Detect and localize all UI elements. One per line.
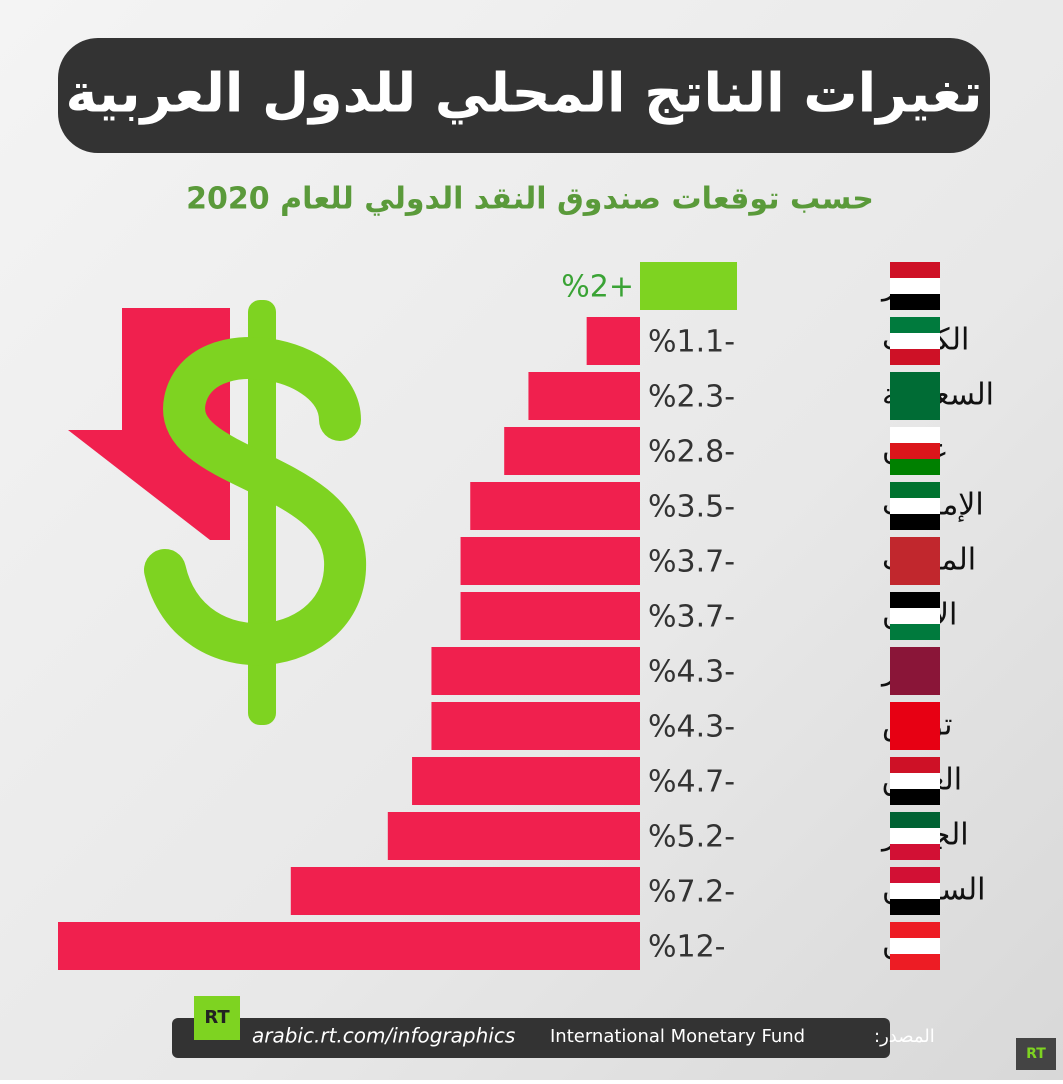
bar [460,537,640,585]
value-label: %4.3- [648,655,735,690]
flag-stripe [890,867,940,883]
flag-stripe [890,592,940,608]
flag [890,647,940,695]
flag-stripe [890,773,940,789]
flag-stripe [890,663,940,679]
bar [460,592,640,640]
flag-stripe [890,459,940,475]
flag [890,702,940,750]
bar [586,317,640,365]
value-label: %5.2- [648,820,735,855]
flag-stripe [890,262,940,278]
flag [890,372,940,420]
value-label: %4.7- [648,765,735,800]
value-label: %3.7- [648,545,735,580]
value-label: %2.8- [648,435,735,470]
bar [58,922,640,970]
flag-stripe [890,514,940,530]
flag-stripe [890,938,940,954]
flag-stripe [890,333,940,349]
flag-stripe [890,954,940,970]
footer-bar [172,1018,890,1058]
corner-logo: RT [1026,1046,1046,1062]
bar [640,262,737,310]
flag-stripe [890,789,940,805]
flag [890,317,940,365]
bar [412,757,640,805]
bar [528,372,640,420]
footer-source: International Monetary Fund [550,1026,805,1047]
flag-stripe [890,844,940,860]
flag-stripe [890,608,940,624]
flag-stripe [890,647,940,663]
flag-stripe [890,624,940,640]
flag [890,592,940,640]
footer-source-label: المصدر: [874,1026,935,1047]
flag-stripe [890,372,940,388]
flag-stripe [890,294,940,310]
flag [890,757,940,805]
flag-stripe [890,922,940,938]
flag [890,922,940,970]
corner-logo-box [1016,1038,1056,1070]
flag [890,262,940,310]
footer-url: arabic.rt.com/infographics [252,1024,515,1048]
flag [890,812,940,860]
value-label: %7.2- [648,875,735,910]
value-label: %12- [648,930,726,965]
value-label: %2+ [561,270,634,305]
flag-stripe [890,427,940,443]
chart-subtitle: حسب توقعات صندوق النقد الدولي للعام 2020 [186,182,874,217]
bar [431,647,640,695]
flag-stripe [890,278,940,294]
flag-stripe [890,679,940,695]
flag-stripe [890,718,940,734]
dollar-sign [144,300,367,725]
footer-logo-box [194,996,240,1040]
flag-stripe [890,569,940,585]
flag-stripe [890,757,940,773]
flag [890,867,940,915]
value-label: %4.3- [648,710,735,745]
flag-stripe [890,899,940,915]
flag-stripe [890,734,940,750]
flag-stripe [890,349,940,365]
bar [290,867,640,915]
flag-stripe [890,388,940,404]
flag-stripe [890,537,940,553]
bar [470,482,640,530]
flag [890,482,940,530]
value-label: %1.1- [648,325,735,360]
bar [387,812,640,860]
value-label: %3.7- [648,600,735,635]
flag-stripe [890,883,940,899]
flag-stripe [890,482,940,498]
flag-stripe [890,702,940,718]
flag-stripe [890,317,940,333]
title-box [58,38,990,153]
footer-logo: RT [204,1007,230,1028]
bar [504,427,640,475]
value-label: %3.5- [648,490,735,525]
flag [890,537,940,585]
bar [431,702,640,750]
flag-stripe [890,404,940,420]
value-label: %2.3- [648,380,735,415]
flag [890,427,940,475]
flag-stripe [890,828,940,844]
flag-stripe [890,443,940,459]
flag-stripe [890,498,940,514]
flag-stripe [890,812,940,828]
chart-title: تغيرات الناتج المحلي للدول العربية [65,62,982,125]
flag-stripe [890,553,940,569]
